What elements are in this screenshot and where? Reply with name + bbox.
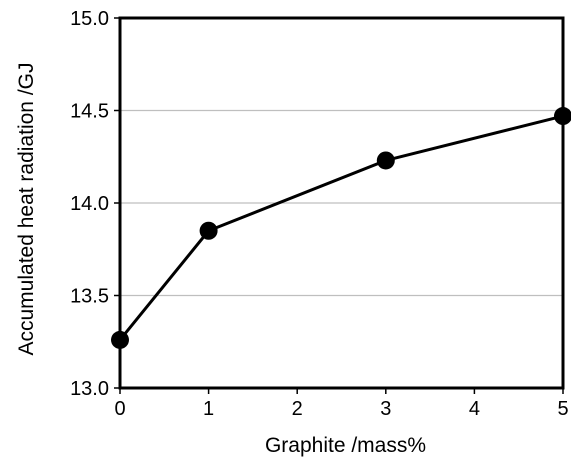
x-tick-label: 0 bbox=[114, 398, 125, 420]
y-axis-title: Accumulated heat radiation /GJ bbox=[15, 63, 38, 356]
x-axis-ticks: 0 1 2 3 4 5 bbox=[114, 388, 569, 420]
y-tick-label: 14.5 bbox=[70, 101, 109, 123]
y-tick-label: 14.0 bbox=[70, 193, 109, 215]
x-tick-label: 1 bbox=[203, 398, 214, 420]
y-axis-ticks: 13.0 13.5 14.0 14.5 15.0 bbox=[70, 8, 120, 400]
y-tick-label: 13.0 bbox=[70, 378, 109, 400]
y-tick-label: 15.0 bbox=[70, 8, 109, 30]
x-tick-label: 4 bbox=[469, 398, 480, 420]
series-line bbox=[118, 114, 564, 341]
data-point bbox=[199, 221, 218, 240]
data-point bbox=[111, 330, 129, 349]
x-tick-label: 5 bbox=[557, 398, 568, 420]
x-tick-label: 2 bbox=[292, 398, 303, 420]
data-point bbox=[554, 107, 571, 126]
x-tick-label: 3 bbox=[380, 398, 391, 420]
series-layer bbox=[111, 107, 571, 349]
y-tick-label: 13.5 bbox=[70, 286, 109, 308]
x-axis-title: Graphite /mass% bbox=[265, 434, 426, 457]
data-point bbox=[376, 151, 395, 170]
grid-lines bbox=[120, 17, 563, 389]
